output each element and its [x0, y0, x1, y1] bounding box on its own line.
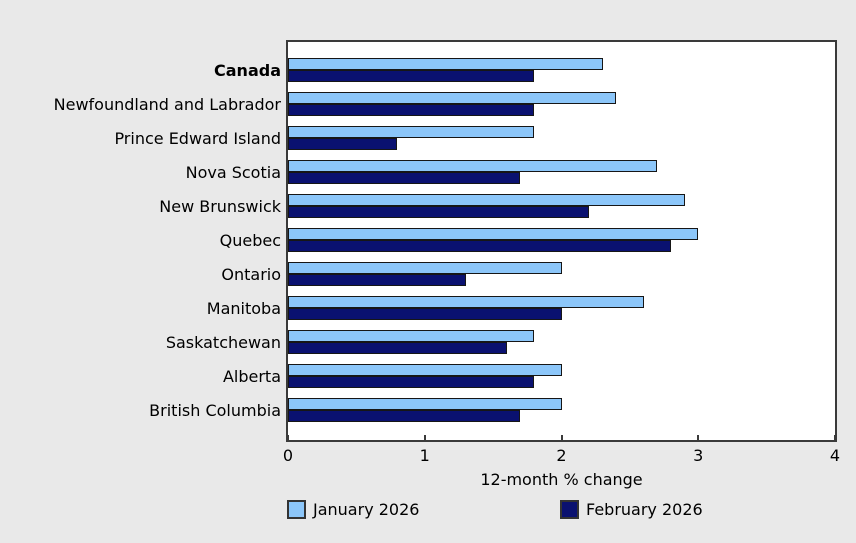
- bar-february-2026: [288, 308, 562, 320]
- category-label-manitoba: Manitoba: [206, 298, 281, 318]
- category-label-row: Canada: [0, 58, 281, 92]
- bar-february-2026: [288, 206, 589, 218]
- category-label-nova-scotia: Nova Scotia: [185, 162, 281, 182]
- bar-february-2026: [288, 274, 466, 286]
- category-label-row: Manitoba: [0, 296, 281, 330]
- bar-february-2026: [288, 172, 521, 184]
- bar-february-2026: [288, 410, 521, 422]
- category-label-newfoundland-and-labrador: Newfoundland and Labrador: [53, 94, 281, 114]
- x-axis-title: 12-month % change: [480, 470, 643, 489]
- bar-groups: [288, 42, 835, 440]
- category-label-row: Ontario: [0, 262, 281, 296]
- bar-january-2026: [288, 160, 658, 172]
- category-label-saskatchewan: Saskatchewan: [165, 332, 281, 352]
- bar-february-2026: [288, 70, 535, 82]
- category-label-row: British Columbia: [0, 398, 281, 432]
- legend-label-january-2026: January 2026: [313, 500, 420, 519]
- bar-february-2026: [288, 240, 671, 252]
- legend-item-january-2026: January 2026: [287, 499, 419, 520]
- bar-group-prince-edward-island: [288, 126, 835, 160]
- category-label-row: Prince Edward Island: [0, 126, 281, 160]
- x-tick-label: 1: [419, 446, 430, 465]
- bar-january-2026: [288, 228, 699, 240]
- bar-group-manitoba: [288, 296, 835, 330]
- category-label-row: New Brunswick: [0, 194, 281, 228]
- bar-group-nova-scotia: [288, 160, 835, 194]
- category-label-row: Newfoundland and Labrador: [0, 92, 281, 126]
- bar-january-2026: [288, 92, 617, 104]
- bar-group-alberta: [288, 364, 835, 398]
- x-axis: 0 1 2 3 4: [283, 446, 840, 466]
- category-label-canada: Canada: [214, 60, 281, 80]
- category-label-british-columbia: British Columbia: [149, 400, 281, 420]
- legend-label-february-2026: February 2026: [586, 500, 703, 519]
- category-label-row: Quebec: [0, 228, 281, 262]
- bar-january-2026: [288, 296, 644, 308]
- category-label-new-brunswick: New Brunswick: [159, 196, 281, 216]
- category-label-quebec: Quebec: [219, 230, 281, 250]
- category-label-ontario: Ontario: [221, 264, 281, 284]
- bar-group-british-columbia: [288, 398, 835, 432]
- x-tick-mark: [560, 435, 563, 440]
- bar-january-2026: [288, 126, 535, 138]
- plot-area: [286, 40, 837, 442]
- x-tick-mark: [287, 435, 289, 440]
- legend-swatch-january-2026: [287, 500, 306, 519]
- x-tick-label: 3: [693, 446, 704, 465]
- bar-february-2026: [288, 376, 535, 388]
- category-label-row: Saskatchewan: [0, 330, 281, 364]
- bar-group-canada: [288, 58, 835, 92]
- x-tick-mark: [697, 435, 700, 440]
- x-tick-label: 4: [829, 446, 841, 465]
- bar-group-newfoundland-and-labrador: [288, 92, 835, 126]
- category-label-row: Alberta: [0, 364, 281, 398]
- x-tick-mark: [834, 435, 836, 440]
- bar-february-2026: [288, 104, 535, 116]
- x-tick-label: 2: [556, 446, 567, 465]
- bar-january-2026: [288, 262, 562, 274]
- x-tick-mark: [423, 435, 426, 440]
- bar-january-2026: [288, 194, 685, 206]
- bar-group-quebec: [288, 228, 835, 262]
- bar-january-2026: [288, 398, 562, 410]
- category-label-row: Nova Scotia: [0, 160, 281, 194]
- legend-swatch-february-2026: [560, 500, 579, 519]
- bar-january-2026: [288, 364, 562, 376]
- bar-january-2026: [288, 330, 535, 342]
- legend-item-february-2026: February 2026: [560, 499, 703, 520]
- bar-february-2026: [288, 138, 398, 150]
- bar-january-2026: [288, 58, 603, 70]
- category-labels: Canada Newfoundland and Labrador Prince Ed…: [0, 42, 281, 432]
- bar-group-new-brunswick: [288, 194, 835, 228]
- bar-february-2026: [288, 342, 507, 354]
- x-tick-label: 0: [282, 446, 294, 465]
- category-label-alberta: Alberta: [222, 366, 281, 386]
- bar-group-saskatchewan: [288, 330, 835, 364]
- bar-group-ontario: [288, 262, 835, 296]
- category-label-prince-edward-island: Prince Edward Island: [114, 128, 281, 148]
